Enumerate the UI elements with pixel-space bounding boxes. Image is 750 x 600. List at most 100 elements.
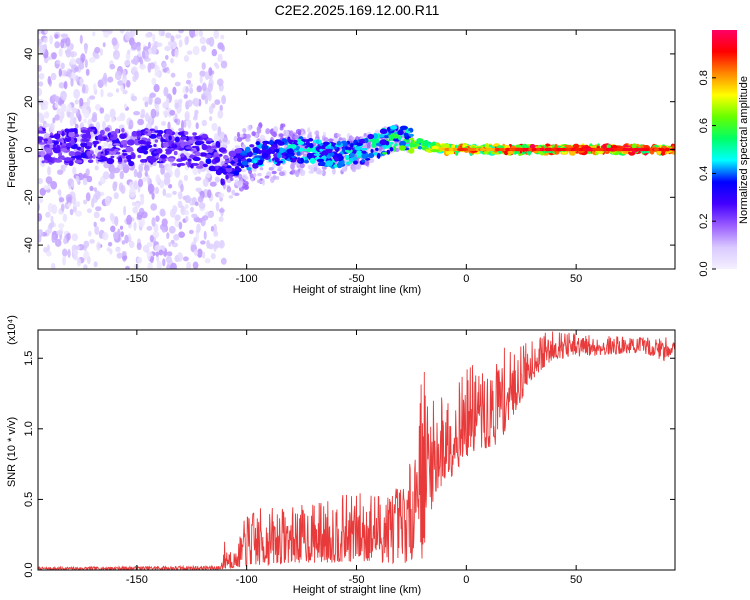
spectrogram-noise-blob [249, 173, 254, 177]
spectrogram-ridge-blob [127, 139, 135, 146]
spectrogram-noise-blob [151, 45, 158, 55]
spectrogram-ridge-blob [154, 139, 159, 143]
spectrogram-ridge-blob [428, 142, 432, 146]
spectrogram-noise-blob [123, 205, 127, 216]
spectrogram-noise-blob [43, 185, 50, 190]
spectrogram-noise-blob [165, 97, 170, 107]
spectrogram-noise-blob [43, 123, 51, 128]
spectrogram-ridge-blob [156, 132, 162, 137]
spectrogram-noise-blob [50, 215, 54, 223]
spectrogram-noise-blob [154, 186, 159, 194]
spectrogram-noise-blob [63, 81, 68, 90]
spectrogram-ridge-blob [274, 158, 279, 163]
spectrogram-noise-blob [124, 60, 131, 66]
spectrogram-ridge-blob [597, 147, 604, 152]
spectrogram-ridge-blob [315, 139, 320, 145]
spectrogram-ridge-blob [241, 150, 247, 154]
spectrogram-noise-blob [85, 168, 90, 177]
spectrogram-noise-blob [93, 261, 98, 268]
spectrogram-noise-blob [161, 228, 167, 233]
spectrogram-ridge-blob [399, 140, 406, 147]
spectrogram-noise-blob [38, 73, 45, 80]
spectrogram-ridge-blob [87, 159, 94, 164]
spectrogram-noise-blob [70, 182, 75, 188]
spectrogram-ridge-blob [171, 143, 175, 148]
spectrogram-ridge-blob [70, 139, 75, 146]
spectrogram-ridge-blob [375, 147, 379, 151]
spectrogram-noise-blob [204, 71, 210, 80]
spectrogram-ridge-blob [80, 127, 88, 131]
spectrogram-ridge-blob [156, 148, 163, 154]
spectrogram-ridge-blob [160, 154, 167, 159]
spectrogram-ridge-blob [197, 141, 205, 145]
spectrogram-ridge-blob [327, 150, 333, 154]
spectrogram-ridge-blob [241, 160, 249, 166]
spectrogram-noise-blob [237, 180, 243, 188]
spectrogram-noise-blob [147, 62, 152, 73]
spectrogram-ridge-blob [208, 149, 213, 153]
spectrogram-noise-blob [247, 124, 252, 131]
spectrogram-ridge-blob [177, 131, 185, 135]
spectrogram-noise-blob [38, 197, 44, 204]
spectrogram-ridge-blob [274, 148, 280, 153]
spectrogram-ridge-blob [167, 157, 175, 162]
spectrogram-noise-blob [104, 196, 111, 207]
spectrogram-noise-blob [202, 178, 209, 187]
y-tick-label: 1.5 [23, 351, 35, 366]
spectrogram-noise-blob [202, 215, 209, 221]
spectrogram-noise-blob [51, 52, 57, 60]
spectrogram-noise-blob [59, 115, 63, 123]
spectrogram-ridge-blob [291, 158, 297, 163]
y-tick-label: 1.0 [23, 421, 35, 436]
spectrogram-ridge-blob [92, 154, 96, 159]
x-tick-label: 0 [463, 574, 469, 586]
spectrogram-ridge-blob [215, 141, 221, 148]
spectrogram-noise-blob [86, 208, 92, 213]
spectrogram-noise-blob [89, 185, 94, 192]
spectrogram-noise-blob [219, 104, 223, 112]
spectrogram-noise-blob [46, 251, 52, 257]
spectrogram-noise-blob [168, 225, 176, 234]
spectrogram-ridge-blob [390, 125, 398, 130]
spectrogram-ridge-blob [281, 155, 287, 159]
spectrogram-noise-blob [39, 44, 46, 55]
spectrogram-ridge-blob [174, 136, 180, 143]
spectrogram-ridge-blob [526, 150, 532, 155]
spectrogram-ridge-blob [218, 147, 227, 153]
spectrogram-marks [38, 30, 675, 269]
snr-line-group [38, 331, 675, 570]
spectrogram-noise-blob [278, 171, 285, 177]
spectrogram-ridge-blob [382, 151, 388, 155]
spectrogram-noise-blob [65, 48, 72, 58]
spectrogram-noise-blob [69, 58, 77, 65]
spectrogram-ridge-blob [226, 173, 235, 177]
spectrogram-ridge-blob [201, 144, 208, 151]
spectrogram-noise-blob [146, 174, 150, 183]
spectrogram-ridge-blob [168, 135, 172, 141]
x-tick-label: -150 [126, 273, 148, 285]
snr-panel: -150 -100 -50 0 50 0.0 0.5 1.0 1.5 Height of st… [6, 315, 676, 596]
spectrogram-noise-blob [187, 119, 192, 129]
x-tick-label: 0 [463, 273, 469, 285]
spectrogram-ridge-blob [140, 159, 146, 163]
spectrogram-ridge-blob [228, 150, 237, 157]
spectrogram-noise-blob [132, 75, 137, 82]
spectrogram-noise-blob [133, 111, 141, 116]
spectrogram-noise-blob [38, 81, 44, 87]
spectrogram-noise-blob [140, 195, 145, 206]
spectrogram-noise-blob [133, 55, 139, 66]
spectrogram-noise-blob [256, 179, 262, 184]
y-tick-label: 0 [23, 146, 35, 152]
spectrogram-ridge-blob [336, 140, 342, 146]
spectrogram-ridge-blob [370, 149, 374, 153]
spectrogram-noise-blob [125, 80, 131, 88]
spectrogram-noise-blob [195, 122, 199, 130]
spectrogram-noise-blob [277, 165, 283, 170]
spectrogram-noise-blob [177, 252, 183, 262]
spectrogram-noise-blob [88, 57, 96, 63]
spectrogram-noise-blob [236, 131, 241, 138]
spectrogram-noise-blob [173, 41, 177, 49]
spectrogram-ridge-blob [49, 135, 56, 139]
spectrogram-noise-blob [137, 50, 142, 58]
spectrogram-noise-blob [207, 82, 213, 93]
